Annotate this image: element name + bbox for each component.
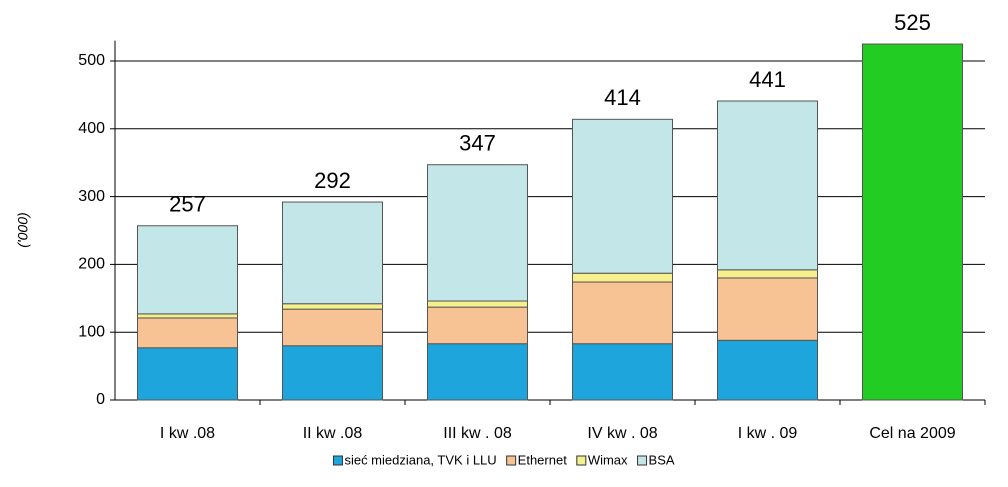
x-tick-label: II kw .08 xyxy=(303,425,363,442)
bar-segment xyxy=(427,164,528,302)
legend-label: Wimax xyxy=(588,452,628,467)
total-label: 257 xyxy=(169,192,206,217)
total-bar xyxy=(862,43,963,401)
bar-segment xyxy=(572,281,673,345)
total-label: 292 xyxy=(314,168,351,193)
y-tick-label: 400 xyxy=(78,120,105,137)
x-tick-label: I kw .08 xyxy=(160,425,215,442)
bar-segment xyxy=(282,201,383,305)
bar-segment xyxy=(137,225,238,315)
legend-label: sieć miedziana, TVK i LLU xyxy=(344,452,496,467)
legend-swatch xyxy=(506,455,517,466)
bar-segment xyxy=(717,339,818,401)
bar-segment xyxy=(137,317,238,349)
y-tick-label: 0 xyxy=(96,391,105,408)
total-label: 525 xyxy=(894,10,931,35)
bar-segment xyxy=(717,269,818,279)
total-label: 347 xyxy=(459,131,496,156)
legend-swatch xyxy=(576,455,587,466)
bar-segment xyxy=(282,303,383,310)
y-tick-label: 200 xyxy=(78,256,105,273)
y-axis-label: ('000) xyxy=(15,212,31,247)
legend-swatch xyxy=(332,455,343,466)
total-label: 441 xyxy=(749,67,786,92)
bar-segment xyxy=(572,118,673,274)
legend-swatch xyxy=(637,455,648,466)
bar-segment xyxy=(717,277,818,341)
bar-segment xyxy=(427,343,528,401)
total-label: 414 xyxy=(604,85,641,110)
legend-label: Ethernet xyxy=(518,452,568,467)
bar-segment xyxy=(572,272,673,283)
legend-label: BSA xyxy=(649,452,675,467)
bar-segment xyxy=(282,308,383,347)
bar-segment xyxy=(137,313,238,319)
y-tick-label: 100 xyxy=(78,323,105,340)
x-tick-label: IV kw . 08 xyxy=(587,425,657,442)
bar-segment xyxy=(427,300,528,308)
x-tick-label: Cel na 2009 xyxy=(869,425,955,442)
x-tick-label: I kw . 09 xyxy=(738,425,798,442)
bar-segment xyxy=(572,343,673,401)
bar-segment xyxy=(427,306,528,345)
y-tick-label: 300 xyxy=(78,188,105,205)
bar-segment xyxy=(717,100,818,271)
bar-segment xyxy=(137,347,238,401)
y-tick-label: 500 xyxy=(78,52,105,69)
bar-segment xyxy=(282,345,383,401)
x-tick-label: III kw . 08 xyxy=(443,425,512,442)
